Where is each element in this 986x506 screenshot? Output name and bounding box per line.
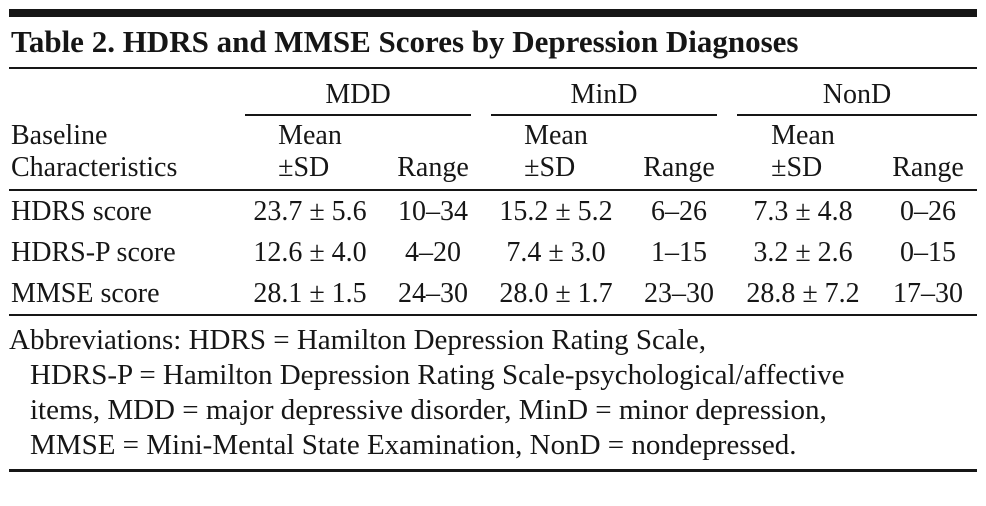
group-header-mind-label: MinD [491,79,717,116]
cell-mdd-mean-sd: 28.1 ± 1.5 [235,273,385,316]
table-title: Table 2. HDRS and MMSE Scores by Depress… [11,24,799,59]
cell-mdd-range: 4–20 [405,236,461,268]
mind-range-header: Range [631,116,727,191]
scores-table: MDD MinD NonD Baseline Characteristics M… [9,77,978,316]
group-header-mind: MinD [481,77,727,116]
abbreviations-footnote: Abbreviations: HDRS = Hamilton Depressio… [9,323,977,463]
cell-mdd-range: 24–30 [385,273,481,316]
row-label: MMSE score [9,273,235,316]
cell-mind-range: 1–15 [651,236,707,268]
cell-mind-range: 6–26 [651,195,707,227]
cell-mind-mean-sd: 7.4 ± 3.0 [506,236,606,268]
cell-mind-mean-sd: 28.0 ± 1.7 [481,273,631,316]
footnote-line: Abbreviations: HDRS = Hamilton Depressio… [9,324,706,356]
cell-nond-range: 17–30 [879,273,978,316]
stub-header: Baseline Characteristics [9,116,235,191]
top-rule [9,9,977,17]
nond-mean-sd-header: Mean ±SD [727,116,879,191]
cell-nond-mean-sd: 28.8 ± 7.2 [727,273,879,316]
spanner-stub-spacer [9,77,235,116]
row-mmse-score: MMSE score 28.1 ± 1.5 24–30 28.0 ± 1.7 2… [9,273,978,316]
group-header-nond-label: NonD [737,79,978,116]
row-label: HDRS score [11,195,152,227]
title-rule [9,67,977,69]
cell-nond-range: 0–15 [900,236,956,268]
group-header-mdd: MDD [235,77,481,116]
column-group-row: MDD MinD NonD [9,77,978,116]
cell-mind-mean-sd: 15.2 ± 5.2 [499,195,613,227]
row-hdrs-p-score: HDRS-P score 12.6 ± 4.0 4–20 7.4 ± 3.0 1… [9,232,977,273]
row-label: HDRS-P score [11,236,176,268]
stub-header-line2: Characteristics [11,152,178,183]
cell-nond-range: 0–26 [900,195,956,227]
stub-header-line1: Baseline [11,120,108,151]
nond-range-header: Range [879,116,978,191]
group-header-mdd-label: MDD [245,79,471,116]
cell-nond-mean-sd: 7.3 ± 4.8 [753,195,853,227]
bottom-rule [9,469,977,472]
mind-mean-sd-header: Mean ±SD [481,116,631,191]
cell-mdd-mean-sd: 12.6 ± 4.0 [253,236,367,268]
cell-mind-range: 23–30 [631,273,727,316]
mdd-range-header: Range [385,116,481,191]
cell-mdd-mean-sd: 23.7 ± 5.6 [253,195,367,227]
row-hdrs-score: HDRS score 23.7 ± 5.6 10–34 15.2 ± 5.2 6… [9,190,977,232]
subheader-row: Baseline Characteristics Mean ±SD Range … [9,116,978,191]
cell-nond-mean-sd: 3.2 ± 2.6 [753,236,853,268]
cell-mdd-range: 10–34 [398,195,468,227]
footnote-line: items, MDD = major depressive disorder, … [30,394,827,426]
footnote-line: MMSE = Mini-Mental State Examination, No… [30,429,797,461]
mdd-mean-sd-header: Mean ±SD [235,116,385,191]
group-header-nond: NonD [727,77,978,116]
footnote-line: HDRS-P = Hamilton Depression Rating Scal… [30,359,845,391]
